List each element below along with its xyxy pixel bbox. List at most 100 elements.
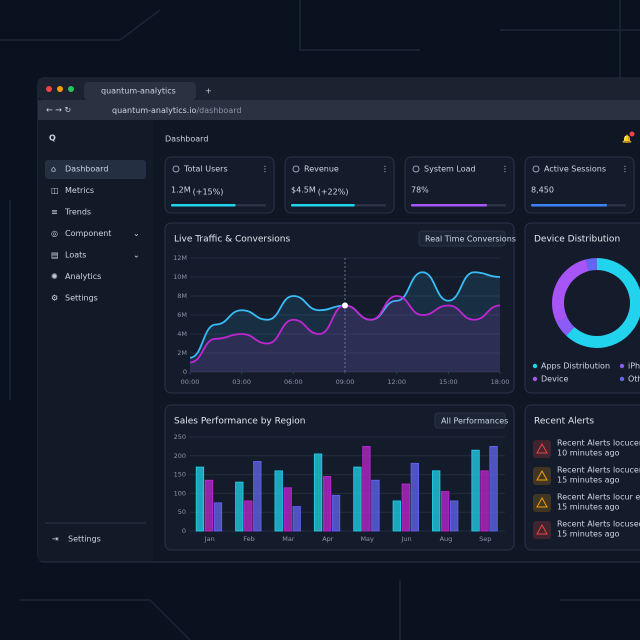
alert-time: 15 minutes ago: [557, 503, 620, 512]
bar: [244, 500, 253, 532]
kpi-icon: [532, 165, 540, 173]
kpi-label: Total Users: [183, 165, 228, 174]
x-tick-label: Apr: [322, 535, 334, 543]
sidebar: [38, 120, 153, 561]
sidebar-footer[interactable]: Settings: [68, 535, 101, 544]
donut-segment: [552, 259, 589, 323]
kpi-value: 78%: [411, 186, 429, 195]
notifications[interactable]: 🔔: [622, 135, 632, 144]
kpi-icon: [412, 165, 420, 173]
kpi-value: $4.5M: [291, 186, 316, 195]
area: [190, 272, 500, 372]
alert-text[interactable]: Recent Alerts locucen an: [557, 466, 640, 475]
x-tick-label: Sep: [479, 535, 491, 543]
min-btn[interactable]: [57, 86, 63, 92]
bar: [480, 470, 489, 532]
nav-back[interactable]: ← → ↻: [46, 106, 71, 115]
kpi-value: 1.2M: [171, 186, 191, 195]
nav-item[interactable]: Trends: [64, 208, 91, 217]
legend-label: iPh: [628, 362, 640, 371]
y-tick-label: 6M: [177, 311, 187, 319]
chevron: ⌄: [133, 229, 140, 238]
page-title: Dashboard: [165, 135, 208, 144]
nav-item[interactable]: Metrics: [65, 186, 94, 195]
kpi-label: Active Sessions: [544, 165, 606, 174]
nav-item[interactable]: Analytics: [65, 272, 101, 281]
alert-text[interactable]: Recent Alerts locused au: [557, 520, 640, 529]
kpi-progress: [171, 204, 236, 207]
bar: [292, 506, 301, 532]
sales-filter[interactable]: [434, 412, 506, 429]
x-tick-label: Jun: [400, 535, 411, 543]
new-tab[interactable]: +: [205, 87, 212, 96]
y-tick-label: 50: [178, 508, 186, 516]
y-tick-label: 12M: [173, 254, 187, 262]
bar: [195, 466, 205, 532]
nav-icon: ▤: [51, 251, 59, 260]
hover-dot: [342, 302, 348, 309]
logo: Q: [49, 134, 56, 143]
nav-item[interactable]: Settings: [65, 294, 98, 303]
x-tick-label: May: [360, 535, 374, 543]
alert-text[interactable]: Recent Alerts locucen im: [557, 439, 640, 448]
legend-label: Apps Distribution: [541, 362, 610, 371]
kpi-progress: [411, 204, 487, 207]
nav-icon: ≡: [51, 208, 58, 217]
bar: [253, 461, 262, 532]
bar: [450, 500, 459, 532]
traffic-filter[interactable]: [418, 230, 506, 247]
kpi-menu: ⋮: [621, 165, 629, 174]
sales-filter-text: All Performances: [441, 417, 508, 426]
y-tick-label: 8M: [177, 292, 187, 300]
bar: [432, 470, 441, 532]
kpi-value: 8,450: [531, 186, 554, 195]
chevron: ⌄: [133, 251, 140, 260]
bar: [322, 476, 332, 532]
kpi-menu: ⋮: [261, 165, 269, 174]
donut-segment: [556, 317, 575, 336]
traffic-filter-text: Real Time Conversions: [425, 235, 516, 244]
traffic-title: Live Traffic & Conversions: [174, 235, 290, 245]
bar: [274, 470, 283, 532]
alert-icon: [536, 496, 548, 508]
kpi-label: System Load: [424, 165, 476, 174]
close-btn[interactable]: [46, 86, 52, 92]
x-tick-label: Mar: [282, 535, 295, 543]
nav-icon: ◎: [51, 229, 58, 238]
address-bar: [38, 100, 640, 120]
y-tick-label: 200: [174, 452, 186, 460]
kpi-progress: [291, 204, 355, 207]
notif-badge: [629, 131, 635, 137]
x-tick-label: Feb: [243, 535, 255, 543]
alert-icon-bg: [533, 521, 551, 539]
x-tick-label: 00:00: [181, 378, 200, 386]
alert-icon-bg: [533, 467, 551, 485]
nav-icon: ⌂: [51, 165, 56, 174]
bar: [331, 494, 341, 532]
bar: [235, 481, 244, 532]
tab[interactable]: [84, 82, 196, 100]
url-path: /dashboard: [196, 106, 241, 115]
kpi-label: Revenue: [304, 165, 339, 174]
kpi-card: [164, 156, 275, 214]
y-tick-label: 4M: [177, 330, 187, 338]
max-btn[interactable]: [68, 86, 74, 92]
alert-icon-bg: [533, 440, 551, 458]
x-tick-label: Aug: [440, 535, 453, 543]
kpi-icon: [172, 165, 180, 173]
alerts-title: Recent Alerts: [534, 417, 594, 427]
bar: [353, 466, 362, 532]
bar: [441, 491, 450, 532]
device-title: Device Distribution: [534, 235, 620, 245]
alert-text[interactable]: Recent Alerts locur en es: [557, 493, 640, 502]
kpi-card: [404, 156, 515, 214]
nav-item[interactable]: Loats: [65, 251, 86, 260]
y-tick-label: 150: [174, 471, 186, 479]
bar: [392, 500, 401, 532]
legend-swatch: [532, 376, 538, 382]
nav-item[interactable]: Dashboard: [65, 165, 108, 174]
nav-item[interactable]: Component: [65, 229, 111, 238]
sales-title: Sales Performance by Region: [174, 417, 305, 427]
